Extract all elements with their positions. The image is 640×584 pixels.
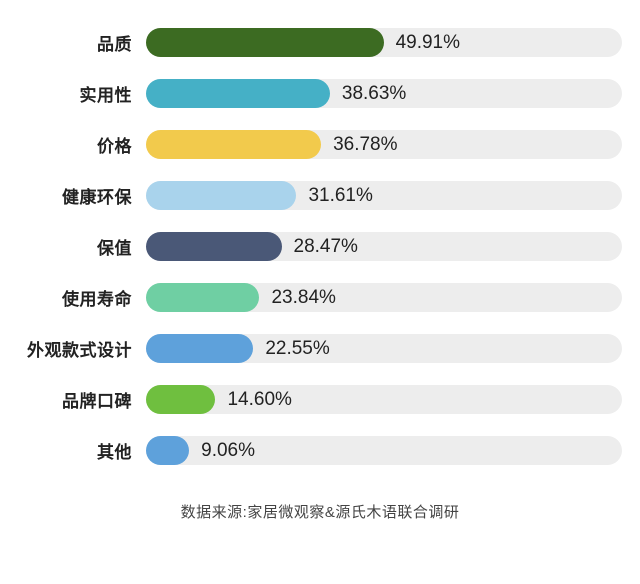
bar-fill bbox=[146, 181, 296, 210]
bar-row: 使用寿命 23.84% bbox=[18, 283, 622, 312]
bar-row: 品牌口碑 14.60% bbox=[18, 385, 622, 414]
bar-track: 14.60% bbox=[146, 385, 622, 414]
bar-value: 14.60% bbox=[215, 385, 291, 414]
bar-label: 品质 bbox=[18, 30, 146, 55]
bar-label: 品牌口碑 bbox=[18, 387, 146, 412]
bar-row: 保值 28.47% bbox=[18, 232, 622, 261]
bar-row: 外观款式设计 22.55% bbox=[18, 334, 622, 363]
bar-row: 品质 49.91% bbox=[18, 28, 622, 57]
bar-chart: 品质 49.91% 实用性 38.63% 价格 36.78% 健康环保 31.6… bbox=[0, 0, 640, 522]
bar-fill bbox=[146, 79, 330, 108]
bar-value: 31.61% bbox=[296, 181, 372, 210]
bar-track: 22.55% bbox=[146, 334, 622, 363]
bar-track: 49.91% bbox=[146, 28, 622, 57]
bar-value: 49.91% bbox=[384, 28, 460, 57]
bar-fill bbox=[146, 283, 259, 312]
bar-value: 38.63% bbox=[330, 79, 406, 108]
bar-fill bbox=[146, 334, 253, 363]
bar-label: 保值 bbox=[18, 234, 146, 259]
bar-track: 28.47% bbox=[146, 232, 622, 261]
bar-value: 28.47% bbox=[282, 232, 358, 261]
bar-label: 健康环保 bbox=[18, 183, 146, 208]
bar-track: 9.06% bbox=[146, 436, 622, 465]
bar-label: 使用寿命 bbox=[18, 285, 146, 310]
bar-track: 23.84% bbox=[146, 283, 622, 312]
bar-value: 22.55% bbox=[253, 334, 329, 363]
bar-value: 23.84% bbox=[259, 283, 335, 312]
bar-fill bbox=[146, 232, 282, 261]
bar-row: 价格 36.78% bbox=[18, 130, 622, 159]
bar-label: 价格 bbox=[18, 132, 146, 157]
bar-label: 其他 bbox=[18, 438, 146, 463]
bar-value: 36.78% bbox=[321, 130, 397, 159]
bar-track: 31.61% bbox=[146, 181, 622, 210]
bar-fill bbox=[146, 28, 384, 57]
bar-fill bbox=[146, 436, 189, 465]
bar-label: 外观款式设计 bbox=[18, 336, 146, 361]
bar-label: 实用性 bbox=[18, 81, 146, 106]
bar-fill bbox=[146, 130, 321, 159]
bar-fill bbox=[146, 385, 215, 414]
bar-track: 36.78% bbox=[146, 130, 622, 159]
bar-value: 9.06% bbox=[189, 436, 255, 465]
bar-row: 其他 9.06% bbox=[18, 436, 622, 465]
bar-row: 健康环保 31.61% bbox=[18, 181, 622, 210]
source-text: 数据来源:家居微观察&源氏木语联合调研 bbox=[18, 501, 622, 522]
bar-row: 实用性 38.63% bbox=[18, 79, 622, 108]
bar-track: 38.63% bbox=[146, 79, 622, 108]
